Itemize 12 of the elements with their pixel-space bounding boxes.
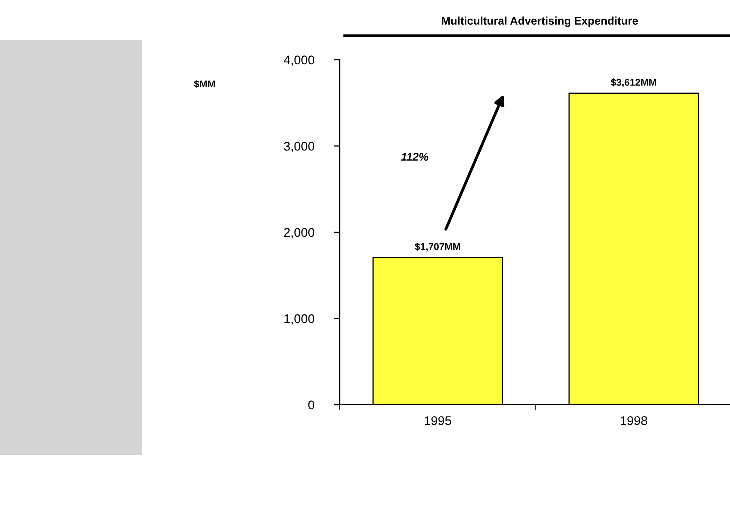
- x-tick-label: 1998: [621, 416, 648, 426]
- y-tick-label: 2,000: [284, 228, 315, 239]
- chart-title: Multicultural Advertising Expenditure: [442, 16, 638, 28]
- data-label: $1,707MM: [415, 242, 460, 252]
- y-tick-label: 0: [308, 400, 315, 410]
- y-tick-label: 4,000: [284, 56, 315, 66]
- annotation: 112%: [401, 153, 428, 161]
- y-tick-label: 3,000: [284, 142, 315, 152]
- data-label: $3,612MM: [611, 78, 656, 88]
- y-tick-label: 1,000: [284, 314, 315, 325]
- x-tick-label: 1995: [425, 416, 452, 426]
- text: $MM: [194, 80, 216, 88]
